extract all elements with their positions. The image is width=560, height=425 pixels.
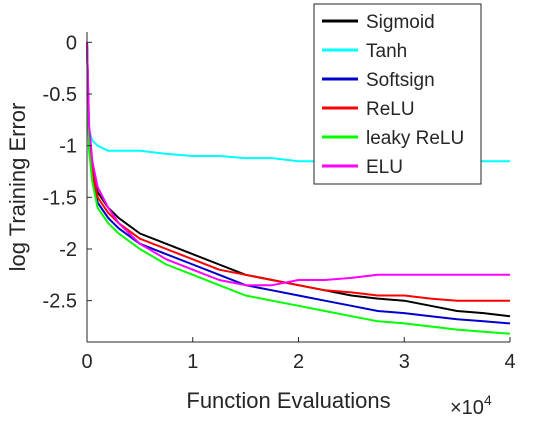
legend-label: leaky ReLU [366,128,464,149]
x-tick-label: 3 [399,351,410,373]
x-axis-label: Function Evaluations [186,388,390,413]
x-tick-label: 1 [187,351,198,373]
ticks-layer: 0 1 2 3 4 0 -0.5 -1 -1.5 -2 -2.5 [43,32,516,373]
x-tick-label: 0 [81,351,92,373]
y-tick-label: -2 [59,239,77,261]
x-tick-label: 2 [293,351,304,373]
legend-box [313,3,482,185]
legend-label: Softsign [366,70,435,91]
x-scale-exponent: 4 [484,392,492,408]
series-line-relu [86,42,510,302]
x-scale-multiplier: ×104 [450,392,492,419]
y-axis-label: log Training Error [5,103,30,272]
legend-label: Tanh [366,41,407,62]
legend-label: ELU [366,157,403,178]
series-layer [86,42,511,335]
x-tick-label: 4 [504,351,515,373]
legend-label: ReLU [366,99,415,120]
x-scale-base: ×10 [450,397,484,419]
y-tick-label: -1 [59,136,77,158]
series-line-elu [86,42,510,287]
y-tick-label: 0 [66,32,77,54]
series-line-leaky-relu [86,42,511,335]
y-tick-label: -0.5 [43,84,77,106]
y-tick-label: -2.5 [43,291,77,313]
y-tick-label: -1.5 [43,187,77,209]
legend: Sigmoid Tanh Softsign ReLU leaky ReLU ELU [313,3,482,185]
legend-label: Sigmoid [366,12,435,33]
